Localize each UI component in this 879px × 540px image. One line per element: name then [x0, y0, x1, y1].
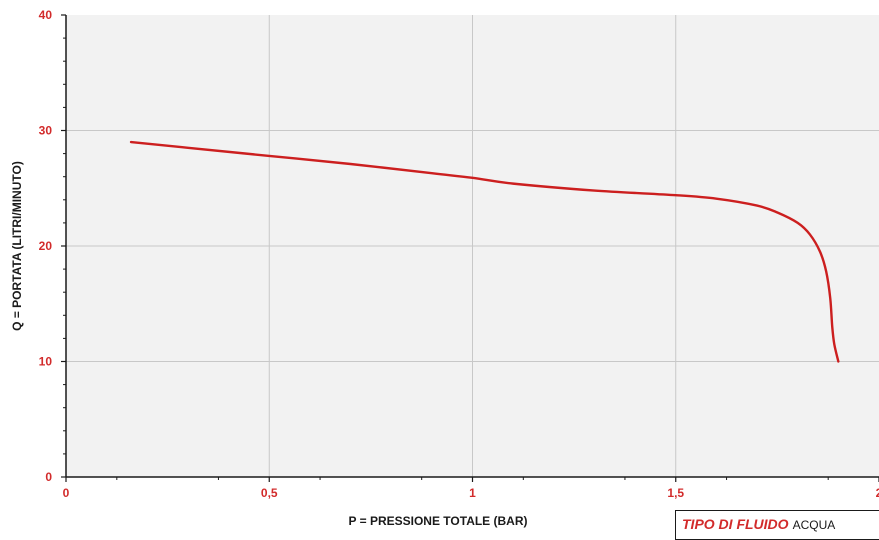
tick-labels: 00,511,52010203040	[39, 8, 879, 500]
y-axis-title: Q = PORTATA (LITRI/MINUTO)	[10, 161, 24, 331]
fluid-type-label: TIPO DI FLUIDO	[682, 516, 789, 532]
flow-pressure-curve	[129, 140, 840, 363]
x-axis-title: P = PRESSIONE TOTALE (BAR)	[348, 514, 527, 528]
fluid-type-value: ACQUA	[792, 518, 836, 532]
x-tick-label: 1	[469, 486, 476, 500]
x-tick-label: 0	[63, 486, 70, 500]
x-tick-label: 1,5	[667, 486, 684, 500]
y-tick-label: 40	[39, 8, 53, 22]
y-tick-label: 20	[39, 239, 53, 253]
y-tick-label: 0	[45, 470, 52, 484]
fluid-type-box: TIPO DI FLUIDO ACQUA	[675, 510, 879, 540]
x-tick-label: 2	[876, 486, 879, 500]
y-tick-label: 30	[39, 124, 53, 138]
grid-lines	[66, 15, 879, 477]
axis-ticks	[61, 14, 879, 482]
x-tick-label: 0,5	[261, 486, 278, 500]
y-tick-label: 10	[39, 355, 53, 369]
